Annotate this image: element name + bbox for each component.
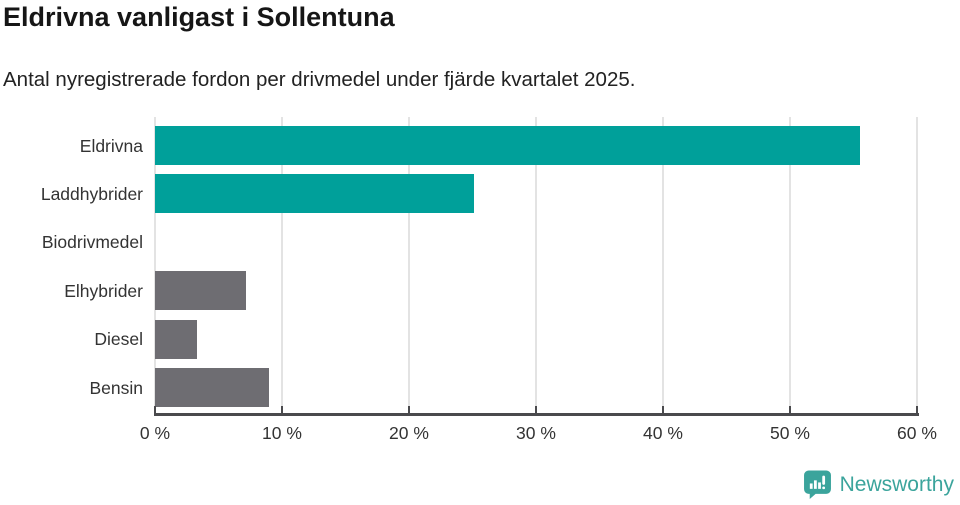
chart-subtitle: Antal nyregistrerade fordon per drivmede… xyxy=(3,68,636,91)
gridline-60 xyxy=(916,117,918,413)
x-axis-tick-60 xyxy=(916,406,918,415)
newsworthy-logo[interactable]: Newsworthy xyxy=(803,470,954,499)
x-axis-tick-30 xyxy=(535,406,537,415)
newsworthy-speech-bubble-chart-icon xyxy=(803,470,831,499)
bar-elhybrider xyxy=(155,271,247,311)
x-axis-tick-20 xyxy=(408,406,410,415)
gridline-30 xyxy=(535,117,537,413)
gridline-40 xyxy=(662,117,664,413)
gridline-10 xyxy=(281,117,283,413)
gridline-20 xyxy=(408,117,410,413)
gridline-0 xyxy=(154,117,156,413)
category-label-biodrivmedel: Biodrivmedel xyxy=(41,232,143,253)
bar-bensin xyxy=(155,368,270,407)
chart-title: Eldrivna vanligast i Sollentuna xyxy=(3,2,395,32)
x-tick-label-10: 10 % xyxy=(262,423,302,443)
x-tick-label-50: 50 % xyxy=(770,423,810,443)
newsworthy-logo-text: Newsworthy xyxy=(839,472,954,496)
x-tick-label-60: 60 % xyxy=(897,423,937,443)
category-label-diesel: Diesel xyxy=(94,329,143,350)
gridline-50 xyxy=(789,117,791,413)
category-label-bensin: Bensin xyxy=(89,377,143,398)
x-tick-label-30: 30 % xyxy=(516,423,556,443)
bar-chart: Eldrivna Laddhybrider Biodrivmedel Elhybrid… xyxy=(40,117,937,443)
x-axis-tick-50 xyxy=(789,406,791,415)
x-tick-label-0: 0 % xyxy=(139,423,171,443)
plot-area xyxy=(154,117,918,413)
category-label-elhybrider: Elhybrider xyxy=(64,280,143,301)
x-axis-tick-40 xyxy=(662,406,664,415)
category-label-laddhybrider: Laddhybrider xyxy=(40,183,143,204)
bar-eldrivna xyxy=(155,126,860,165)
x-axis-tick-0 xyxy=(154,406,156,415)
x-tick-label-40: 40 % xyxy=(643,423,683,443)
bar-laddhybrider xyxy=(155,174,474,214)
category-label-eldrivna: Eldrivna xyxy=(79,135,143,156)
x-axis-tick-10 xyxy=(281,406,283,415)
x-tick-label-20: 20 % xyxy=(389,423,429,443)
bar-diesel xyxy=(155,319,197,359)
